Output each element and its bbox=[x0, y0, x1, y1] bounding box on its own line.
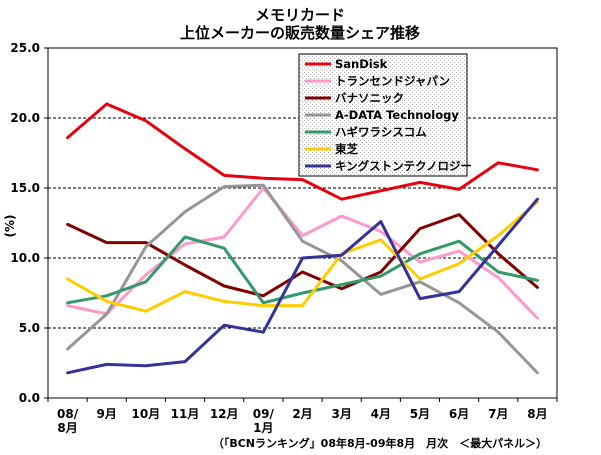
y-tick-label: 5.0 bbox=[19, 321, 40, 335]
x-tick-label: 3月 bbox=[331, 407, 351, 421]
x-tick-label: 2月 bbox=[292, 407, 312, 421]
x-tick-label: 4月 bbox=[371, 407, 391, 421]
series-line-2 bbox=[66, 213, 539, 298]
x-tick-label: 9月 bbox=[97, 407, 117, 421]
plot-area-frame bbox=[47, 47, 558, 399]
x-tick-label: 7月 bbox=[488, 407, 508, 421]
source-note: （「BCNランキング」08年8月-09年8月 月次 ＜最大パネル＞） bbox=[213, 436, 547, 450]
x-tick-label: 12月 bbox=[210, 407, 239, 421]
legend-entry-label: 東芝 bbox=[335, 142, 358, 156]
legend-entry-label: A-DATA Technology bbox=[335, 108, 459, 122]
series-line-0 bbox=[66, 102, 539, 201]
legend-entry-label: バナソニック bbox=[335, 91, 404, 105]
y-tick-label: 15.0 bbox=[10, 181, 40, 195]
y-tick-label: 20.0 bbox=[10, 111, 40, 125]
series-line-3 bbox=[66, 183, 539, 375]
x-tick-label: 08/8月 bbox=[57, 407, 79, 435]
series-line-4 bbox=[66, 235, 539, 305]
x-tick-label: 10月 bbox=[132, 407, 161, 421]
x-tick-label: 6月 bbox=[449, 407, 469, 421]
legend-entry-label: トランセンドジャパン bbox=[335, 74, 450, 88]
x-tick-label: 8月 bbox=[527, 407, 547, 421]
y-tick-label: 10.0 bbox=[10, 251, 40, 265]
series-line-1 bbox=[66, 186, 539, 320]
series-line-5 bbox=[66, 200, 539, 313]
x-tick-label: 09/1月 bbox=[253, 407, 275, 435]
legend-entry-label: SanDisk bbox=[335, 57, 388, 71]
y-axis-label: (%) bbox=[3, 215, 17, 238]
legend-entry-label: キングストンテクノロジー bbox=[335, 159, 472, 173]
legend-entry-label: ハギワラシスコム bbox=[335, 125, 427, 139]
x-axis-ticks: 08/8月 9月 10月 11月 12月 09/1月 2月 3月 4月 5月 6月 7月 8月 bbox=[47, 398, 558, 435]
series-line-6 bbox=[66, 197, 539, 375]
y-tick-label: 0.0 bbox=[19, 391, 40, 405]
y-axis-ticks: 0.0 5.0 10.0 15.0 20.0 25.0 bbox=[10, 41, 48, 405]
series-lines bbox=[66, 102, 539, 375]
chart-title: メモリカード bbox=[255, 6, 345, 24]
x-tick-label: 11月 bbox=[171, 407, 200, 421]
y-tick-label: 25.0 bbox=[10, 41, 40, 55]
x-tick-label: 5月 bbox=[410, 407, 430, 421]
chart-subtitle: 上位メーカーの販売数量シェア推移 bbox=[180, 24, 420, 42]
